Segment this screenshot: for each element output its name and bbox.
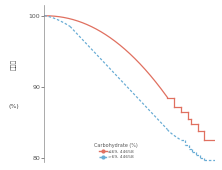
Text: 생존율: 생존율: [11, 59, 16, 70]
Legend: ≤69, 44658, >69, 44658: ≤69, 44658, >69, 44658: [95, 143, 138, 159]
Text: (%): (%): [8, 104, 19, 109]
